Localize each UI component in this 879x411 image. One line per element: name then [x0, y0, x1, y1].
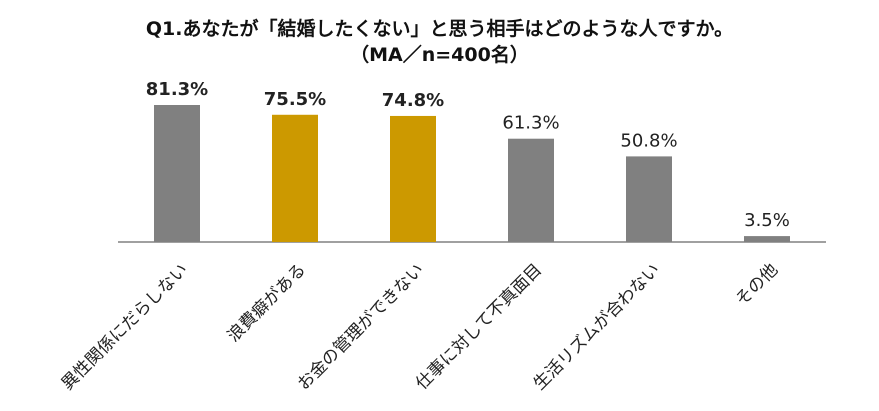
- chart-subtitle: （MA／n=400名）: [350, 44, 529, 66]
- bar-5: [626, 156, 672, 242]
- chart-title: Q1.あなたが「結婚したくない」と思う相手はどのような人ですか。: [145, 18, 734, 40]
- value-labels-group: 81.3% 75.5% 74.8% 61.3% 50.8% 3.5%: [146, 79, 790, 231]
- value-label-4: 61.3%: [502, 113, 559, 134]
- category-label-5: 生活リズムが合わない: [530, 260, 664, 394]
- bar-3: [390, 115, 436, 242]
- bar-6: [744, 236, 790, 242]
- category-label-6: その他: [732, 260, 782, 310]
- bar-1: [154, 105, 200, 242]
- category-label-1: 異性関係にだらしない: [58, 260, 192, 394]
- bar-2: [272, 114, 318, 242]
- bars-group: [154, 105, 790, 242]
- category-label-4: 仕事に対して不真面目: [412, 260, 546, 394]
- category-labels-group: 異性関係にだらしない 浪費癖があるお金の管理ができない仕事に対して不真面目生活リズ…: [58, 260, 782, 394]
- value-label-3: 74.8%: [382, 90, 444, 111]
- value-label-1: 81.3%: [146, 79, 208, 100]
- value-label-2: 75.5%: [264, 89, 326, 110]
- value-label-5: 50.8%: [620, 130, 677, 151]
- category-label-2: 浪費癖がある: [224, 260, 310, 346]
- bar-4: [508, 138, 554, 242]
- value-label-6: 3.5%: [744, 210, 790, 231]
- category-label-3: お金の管理ができない: [294, 260, 428, 394]
